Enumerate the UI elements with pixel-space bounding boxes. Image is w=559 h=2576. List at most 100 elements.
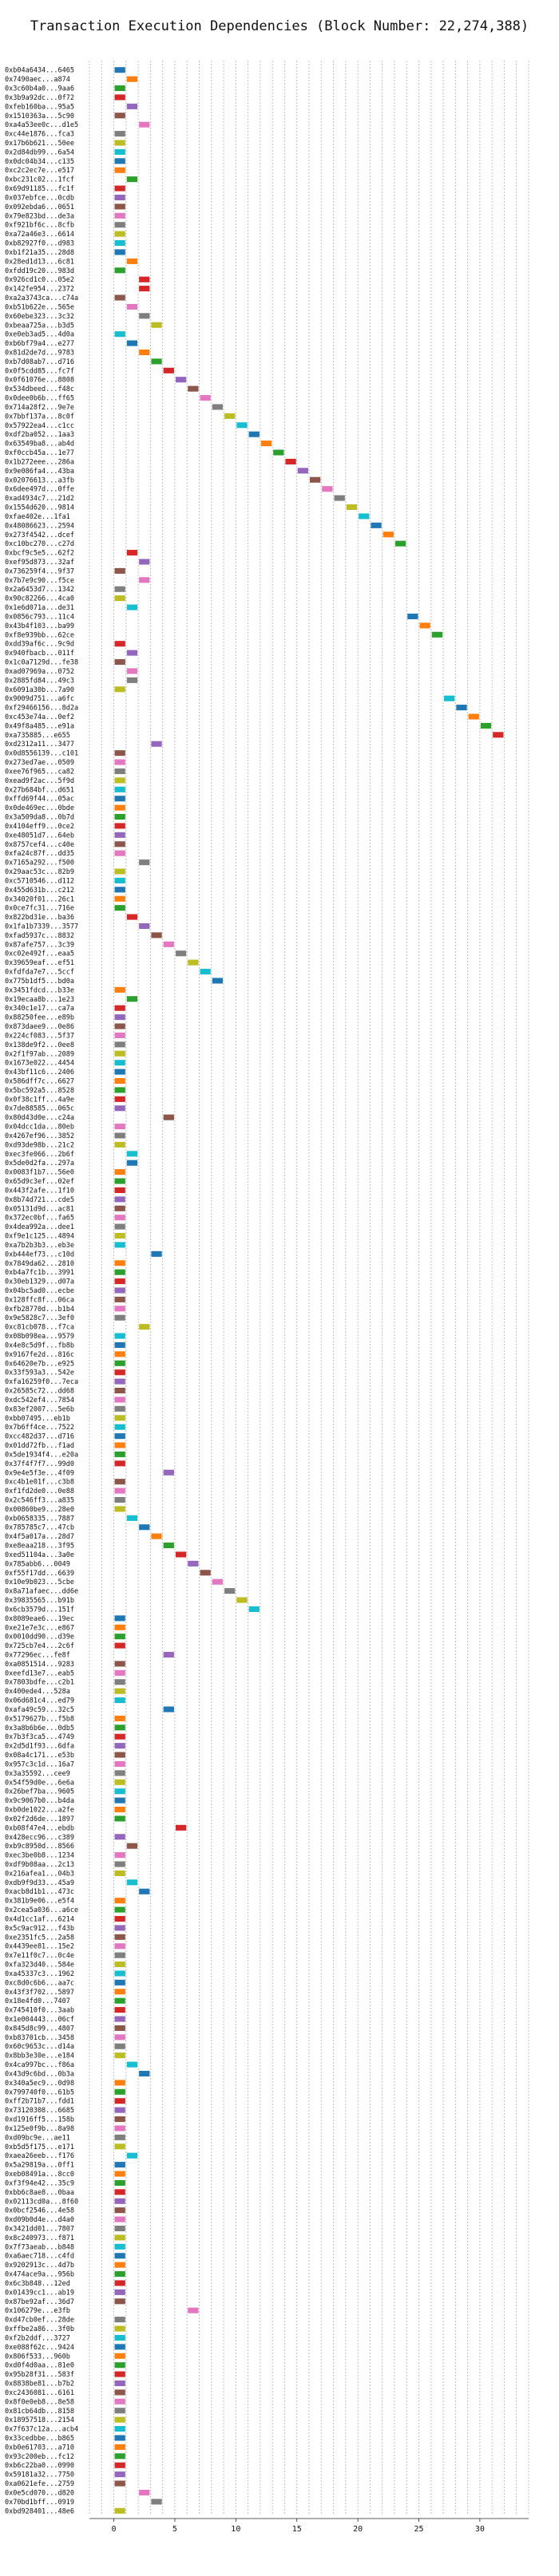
execution-bar <box>151 322 162 328</box>
execution-bar <box>114 2253 125 2259</box>
transaction-label: 0xf9e1c125...4894 <box>5 1233 74 1241</box>
x-axis: 0 5 10 15 20 25 30 <box>89 2518 529 2534</box>
transaction-label: 0x785785c7...47cb <box>5 1524 74 1532</box>
transaction-label: 0x7b7e9c90...f5ce <box>5 577 74 585</box>
execution-bar <box>114 1242 125 1248</box>
transaction-label: 0xf55f17dd...6639 <box>5 1570 74 1578</box>
execution-bar <box>114 2444 125 2450</box>
transaction-label: 0x340a5ec9...0d98 <box>5 2080 74 2088</box>
transaction-label: 0x372ec0bf...fa65 <box>5 1215 74 1223</box>
execution-bar <box>212 404 224 410</box>
execution-bar <box>114 2016 125 2022</box>
transaction-label: 0xb83701cb...3458 <box>5 2034 74 2042</box>
execution-bar <box>163 1706 174 1713</box>
execution-bar <box>114 2088 125 2095</box>
execution-bar <box>114 1779 125 1785</box>
execution-bar <box>114 1488 125 1494</box>
execution-bar <box>114 2416 125 2423</box>
execution-bar <box>151 1533 162 1539</box>
transaction-label: 0xf0ccb45a...1e77 <box>5 449 74 457</box>
transaction-label: 0xad07969a...0752 <box>5 668 74 676</box>
execution-bar <box>114 1815 125 1822</box>
execution-bar <box>114 1479 125 1485</box>
transaction-label: 0xa72a46e3...6614 <box>5 231 74 239</box>
execution-bar <box>114 1615 125 1622</box>
transaction-label: 0x9009d751...a6fc <box>5 695 74 703</box>
transaction-label: 0x9e5828c7...3ef0 <box>5 1314 74 1322</box>
transaction-label: 0x9c9067b0...b4da <box>5 1797 74 1805</box>
transaction-label: 0x90c82266...4ca0 <box>5 595 74 603</box>
execution-bar <box>175 1824 187 1831</box>
execution-bar <box>200 969 211 975</box>
transaction-label: 0xfeb160ba...95a5 <box>5 103 74 111</box>
transaction-label: 0x5179627b...f5b8 <box>5 1715 74 1723</box>
execution-bar <box>407 613 418 620</box>
transaction-label: 0x4267ef96...3852 <box>5 1132 74 1140</box>
execution-bar <box>114 1306 125 1312</box>
execution-bar <box>139 2070 150 2077</box>
transaction-label: 0x534dbeed...f48c <box>5 385 74 393</box>
execution-bar <box>114 240 125 247</box>
execution-bar <box>114 750 125 757</box>
transaction-label: 0x88250fee...e89b <box>5 1014 74 1022</box>
execution-bar <box>188 2307 199 2313</box>
execution-bar <box>114 1961 125 1968</box>
transaction-label: 0x7490aec...a874 <box>5 76 70 84</box>
execution-bar <box>114 1442 125 1448</box>
execution-bar <box>114 1906 125 1913</box>
transaction-label: 0xdb9f9d33...45a9 <box>5 1879 74 1887</box>
execution-bar <box>114 2162 125 2168</box>
execution-bar <box>114 850 125 856</box>
x-tick-label: 15 <box>292 2525 302 2534</box>
execution-bar <box>114 185 125 192</box>
execution-bar <box>114 877 125 883</box>
execution-bar <box>114 1378 125 1385</box>
transaction-label: 0xfa16259f0...7eca <box>5 1378 78 1386</box>
execution-bar <box>114 2480 125 2487</box>
transaction-label: 0xd09bc9e...ae11 <box>5 2134 70 2142</box>
transaction-label: 0xbb6c8ae8...0baa <box>5 2189 74 2197</box>
execution-bar <box>114 1806 125 1813</box>
transaction-label: 0x806f533...960b <box>5 2353 70 2361</box>
execution-bar <box>114 1460 125 1467</box>
execution-bar <box>114 203 125 210</box>
execution-bar <box>114 567 125 574</box>
execution-bar <box>114 2353 125 2359</box>
transaction-label: 0x2d84db99...6a54 <box>5 148 74 156</box>
execution-bar <box>310 476 321 483</box>
execution-bar <box>248 431 260 437</box>
transaction-label: 0xdf2ba052...1aa3 <box>5 431 74 439</box>
execution-bar <box>114 2179 125 2186</box>
transaction-label: 0x18957518...2154 <box>5 2416 74 2424</box>
execution-bar <box>114 2234 125 2241</box>
transaction-label: 0x57922ea4...c1cc <box>5 422 74 430</box>
execution-bar <box>114 294 125 301</box>
transaction-label: 0x59181a32...7750 <box>5 2471 74 2479</box>
transaction-label: 0x06d681c4...ed79 <box>5 1697 74 1705</box>
transaction-label: 0x0f38c1ff...4a9e <box>5 1096 74 1104</box>
execution-bar <box>114 2125 125 2132</box>
transaction-label: 0xb444ef73...c10d <box>5 1250 74 1258</box>
transaction-label: 0xd47cb0ef...28de <box>5 2317 74 2325</box>
transaction-label: 0x7849da62...2810 <box>5 1260 74 1268</box>
transaction-label: 0x1510363a...5c90 <box>5 113 74 121</box>
execution-bar <box>114 1952 125 1958</box>
transaction-label: 0xfa323d40...584e <box>5 1962 74 1970</box>
transaction-label: 0xb0e61703...a710 <box>5 2444 74 2452</box>
execution-bar <box>285 458 296 464</box>
transaction-label: 0x08a4c171...e53b <box>5 1752 74 1760</box>
execution-bar <box>126 604 138 610</box>
transaction-label: 0xd09b0d4e...d4a0 <box>5 2216 74 2224</box>
transaction-label: 0xc5710546...d112 <box>5 877 74 885</box>
execution-bar <box>114 1743 125 1749</box>
transaction-label: 0x1673e022...4454 <box>5 1060 74 1068</box>
transaction-label: 0xf921bf6c...8cfb <box>5 222 74 230</box>
execution-bar <box>114 768 125 775</box>
transaction-label: 0x34020f01...26c1 <box>5 895 74 903</box>
execution-bar <box>139 859 150 866</box>
execution-bar <box>114 2007 125 2013</box>
transaction-label: 0xbd928401...48e6 <box>5 2507 74 2515</box>
execution-bar <box>114 832 125 838</box>
execution-bar <box>200 1570 211 1576</box>
transaction-label: 0x02113cd0a...8f60 <box>5 2198 78 2206</box>
